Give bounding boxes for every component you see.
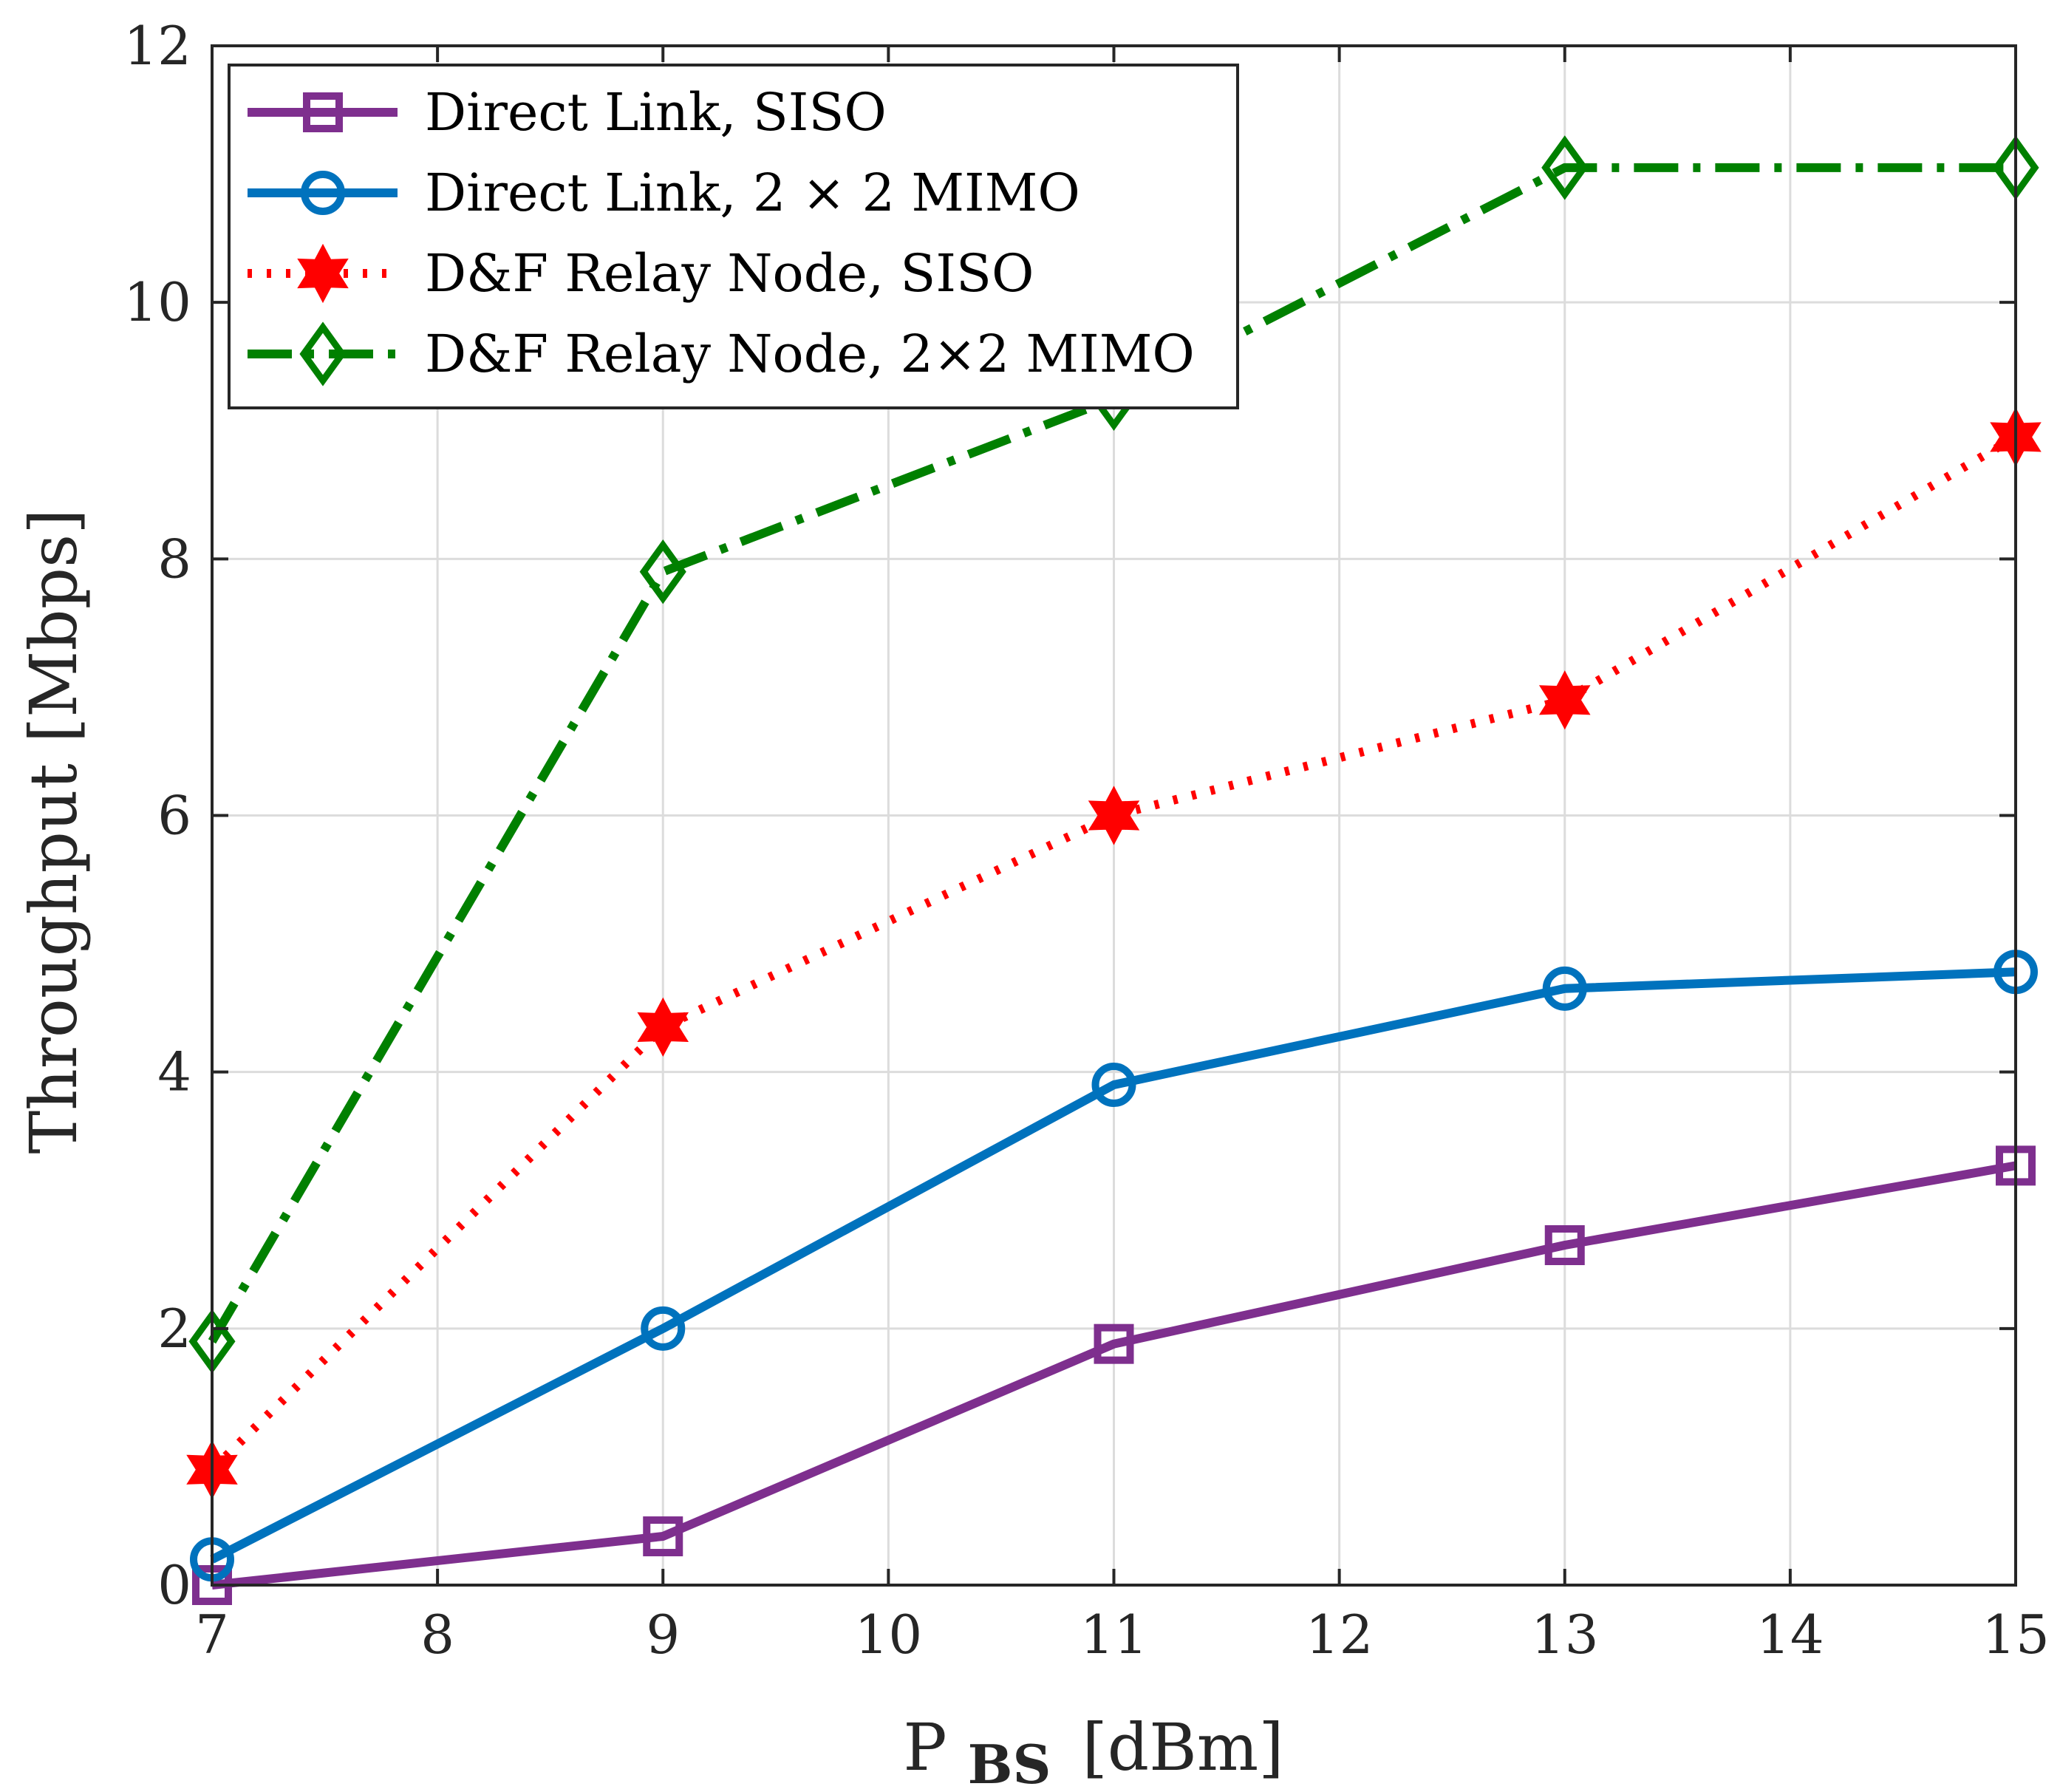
tick-labels: 7 8 9 10 11 12 13 14 15 0 2 4 6 8 10 12 <box>123 15 2049 1666</box>
x-tick-label: 12 <box>1306 1604 1374 1666</box>
y-tick-label: 0 <box>157 1554 191 1616</box>
x-tick-label: 15 <box>1982 1604 2050 1666</box>
legend-label: Direct Link, SISO <box>425 82 887 143</box>
series-line <box>211 1161 2017 1590</box>
legend-item: Direct Link, SISO <box>248 82 887 143</box>
data-point <box>1538 670 1591 730</box>
legend-swatch-marker <box>297 243 349 304</box>
y-tick-label: 10 <box>123 271 191 333</box>
x-tick-label: 8 <box>420 1604 454 1666</box>
legend-swatch-marker <box>299 321 347 386</box>
data-point <box>1542 966 1587 1011</box>
x-tick-label: 14 <box>1756 1604 1824 1666</box>
data-point <box>637 997 689 1057</box>
x-tick-label: 11 <box>1080 1604 1148 1666</box>
series-line <box>208 433 2019 1474</box>
data-point <box>641 1306 686 1351</box>
data-point <box>639 539 686 604</box>
x-axis-title-unit: [dBm] <box>1082 1709 1283 1785</box>
legend-item: D&F Relay Node, 2×2 MIMO <box>248 321 1195 386</box>
data-point <box>1091 1063 1136 1108</box>
data-point <box>643 1516 683 1557</box>
legend: Direct Link, SISO Direct Link, 2 × 2 MIMO… <box>228 64 1239 409</box>
series-line <box>208 163 2016 1344</box>
legend-swatch-marker <box>301 171 345 215</box>
y-tick-label: 2 <box>157 1298 191 1360</box>
legend-label: Direct Link, 2 × 2 MIMO <box>425 163 1080 223</box>
x-axis-title-sub: BS <box>968 1733 1051 1792</box>
x-tick-label: 7 <box>195 1604 229 1666</box>
y-axis-title: Throughput [Mbps] <box>16 508 92 1154</box>
legend-label: D&F Relay Node, 2×2 MIMO <box>425 324 1195 384</box>
x-tick-label: 9 <box>646 1604 680 1666</box>
y-tick-label: 12 <box>123 15 191 77</box>
y-tick-label: 8 <box>157 528 191 590</box>
data-point <box>1094 1323 1134 1364</box>
x-axis-title-main: P <box>903 1709 947 1785</box>
x-tick-label: 13 <box>1531 1604 1599 1666</box>
y-tick-label: 4 <box>157 1041 191 1103</box>
data-point <box>1544 1225 1585 1266</box>
axis-ticks <box>211 44 2017 1587</box>
x-tick-label: 10 <box>855 1604 923 1666</box>
series-line <box>210 967 2016 1564</box>
data-point <box>1541 135 1589 200</box>
legend-swatch-marker <box>303 92 343 132</box>
x-axis-title: P BS [dBm] <box>903 1709 1283 1792</box>
legend-box <box>228 64 1239 409</box>
legend-item: Direct Link, 2 × 2 MIMO <box>248 163 1080 223</box>
data-point <box>1088 786 1140 845</box>
legend-label: D&F Relay Node, SISO <box>425 243 1034 304</box>
legend-item: D&F Relay Node, SISO <box>248 243 1034 304</box>
y-tick-label: 6 <box>157 785 191 847</box>
